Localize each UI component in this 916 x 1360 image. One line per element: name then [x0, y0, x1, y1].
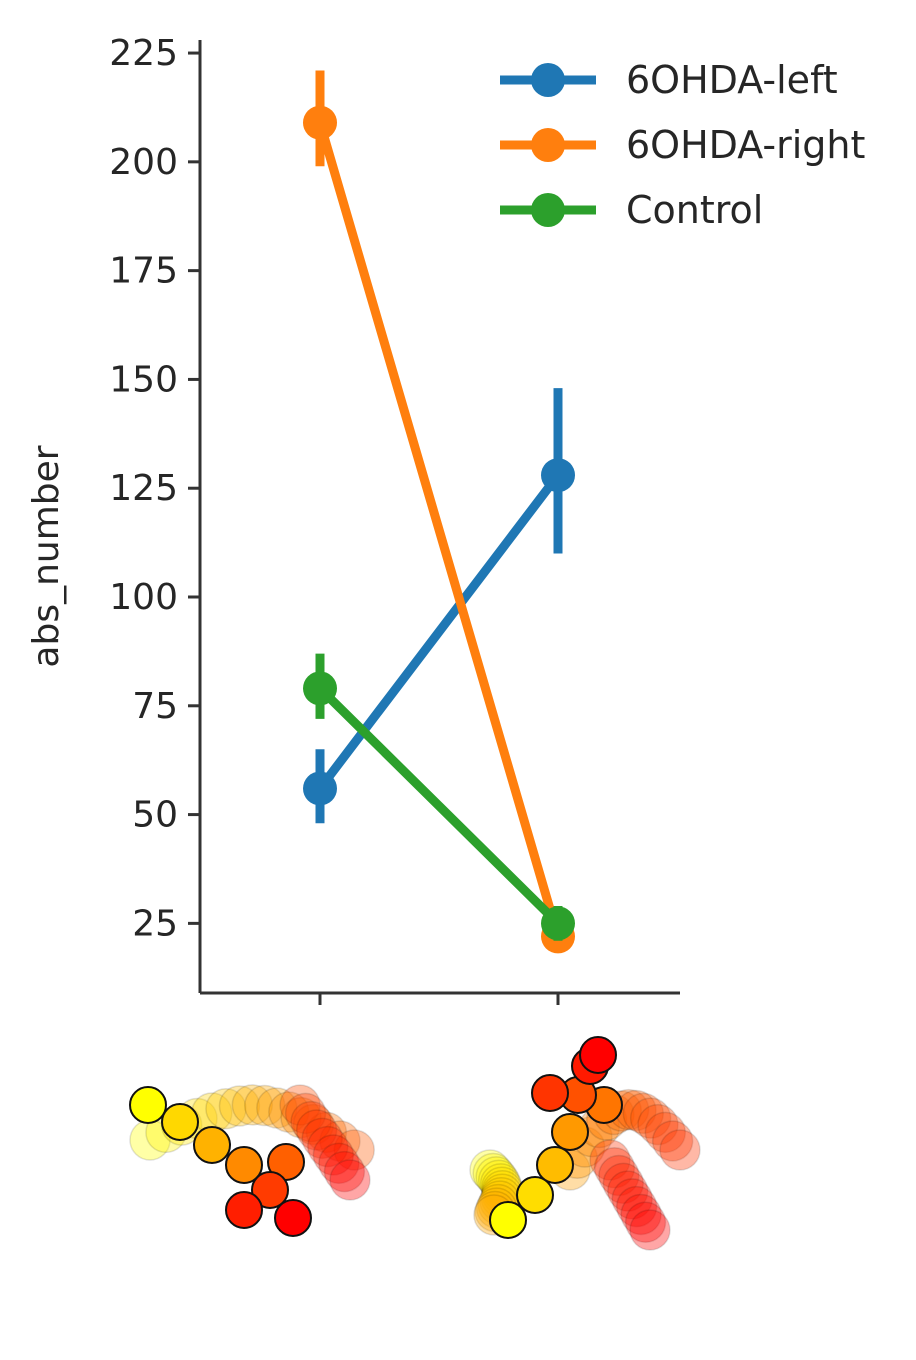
trajectory-ghost-dot: [319, 1120, 361, 1162]
trajectory-ghost-dot: [312, 1134, 355, 1176]
data-point: [303, 105, 337, 140]
series-line: [315, 118, 563, 941]
trajectory-dot: [193, 1126, 231, 1164]
trajectory-dot: [225, 1191, 263, 1229]
y-axis-label: abs_number: [26, 445, 67, 667]
series-Control: [303, 653, 575, 941]
trajectory-ghost-dot: [611, 1178, 653, 1220]
y-tick-label: 100: [109, 577, 178, 618]
trajectory-ghost-dot: [243, 1084, 286, 1127]
y-tick-label: 50: [132, 795, 178, 836]
legend-label: Control: [626, 188, 763, 232]
trajectory-ghost-dot: [637, 1103, 679, 1146]
trajectory-ghost-dot: [629, 1097, 672, 1139]
y-tick-label: 125: [109, 468, 178, 509]
trajectory-dot: [489, 1201, 527, 1239]
trajectory-ghost-dot: [651, 1120, 694, 1162]
y-tick-label: 75: [132, 686, 178, 727]
trajectory-ghost-dot: [305, 1111, 348, 1154]
trajectory-ghost-dot: [279, 1084, 321, 1126]
trajectory-dot: [161, 1103, 199, 1141]
trajectory-ghost-dot: [593, 1147, 636, 1189]
trajectory-ghost-dot: [318, 1142, 360, 1185]
trajectory-ghost-dot: [301, 1117, 343, 1160]
y-tick-label: 150: [109, 359, 178, 400]
trajectory-dot: [536, 1146, 574, 1184]
trajectory-ghost-dot: [290, 1100, 332, 1143]
trajectory-ghost-dot: [268, 1091, 310, 1133]
legend-item: 6OHDA-left: [500, 58, 838, 102]
trajectory-ghost-dot: [469, 1149, 511, 1191]
series-6OHDA-left: [303, 388, 575, 824]
trajectory-ghost-dot: [333, 1129, 375, 1171]
trajectory-ghost-dot: [256, 1087, 298, 1129]
trajectory-ghost-dot: [602, 1162, 645, 1205]
data-point: [541, 906, 575, 941]
trajectory-ghost-dot: [598, 1154, 640, 1197]
axes: 25 50 75 100 125 150 175 200 225 abs_number: [26, 33, 680, 1005]
trajectory-ghost-dot: [589, 1139, 631, 1181]
trajectory-ghost-dot: [231, 1084, 274, 1126]
trajectory-ghost-dot: [659, 1129, 701, 1171]
data-point: [541, 458, 575, 493]
series-line: [315, 470, 563, 793]
trajectory-ghost-dot: [295, 1109, 338, 1151]
trajectory-ghost-dot: [472, 1152, 514, 1195]
legend: 6OHDA-left 6OHDA-right Control: [500, 58, 865, 232]
trajectory-ghost-dot: [624, 1201, 667, 1243]
trajectory-ghost-dot: [644, 1111, 687, 1154]
trajectory-ghost-dot: [620, 1193, 662, 1236]
y-tick-label: 175: [109, 251, 178, 292]
legend-label: 6OHDA-left: [626, 58, 838, 102]
series-layer: [303, 70, 575, 954]
y-tick-label: 25: [132, 903, 178, 944]
data-point: [303, 671, 337, 706]
trajectory-ghost-dot: [280, 1096, 322, 1139]
trajectory-ghost-dot: [329, 1159, 371, 1201]
right-turn-trajectory-icon: [469, 1036, 701, 1251]
trajectory-ghost-dot: [615, 1185, 658, 1228]
trajectory-dot: [579, 1036, 617, 1074]
legend-marker: [531, 128, 565, 162]
trajectory-ghost-dot: [307, 1125, 349, 1168]
trajectory-dot: [531, 1074, 569, 1112]
data-point: [303, 771, 337, 806]
trajectory-ghost-dot: [323, 1150, 366, 1193]
legend-label: 6OHDA-right: [626, 123, 865, 167]
y-tick-label: 200: [109, 142, 178, 183]
legend-item: Control: [500, 188, 763, 232]
trajectory-images: [129, 1036, 701, 1251]
trajectory-dot: [274, 1199, 312, 1237]
trajectory-dot: [225, 1146, 263, 1184]
trajectory-dot: [516, 1176, 554, 1214]
trajectory-dot: [551, 1113, 589, 1151]
trajectory-ghost-dot: [292, 1103, 335, 1146]
legend-marker: [531, 193, 565, 227]
legend-item: 6OHDA-right: [500, 123, 865, 167]
trajectory-dot: [251, 1171, 289, 1209]
trajectory-ghost-dot: [284, 1092, 327, 1135]
trajectory-ghost-dot: [622, 1092, 665, 1135]
trajectory-dot: [129, 1086, 167, 1124]
trajectory-ghost-dot: [475, 1156, 517, 1198]
trajectory-ghost-dot: [477, 1159, 520, 1202]
y-tick-label: 225: [109, 33, 178, 74]
trajectory-ghost-dot: [205, 1087, 247, 1130]
trajectory-ghost-dot: [607, 1170, 649, 1212]
legend-marker: [531, 63, 565, 97]
trajectory-ghost-dot: [218, 1085, 261, 1127]
left-turn-trajectory-icon: [129, 1084, 375, 1237]
trajectory-ghost-dot: [629, 1209, 671, 1251]
series-line: [315, 683, 563, 928]
